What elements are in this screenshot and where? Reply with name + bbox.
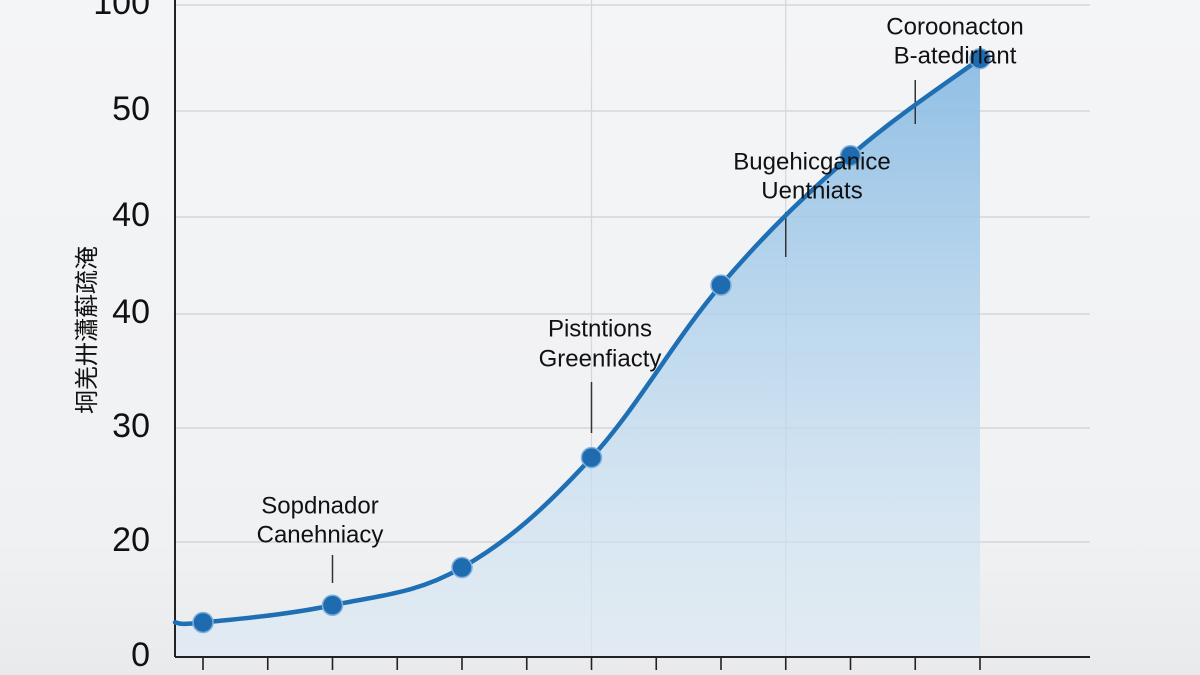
axes <box>174 0 1090 658</box>
area-fill <box>175 58 980 657</box>
y-tick-label: 0 <box>131 636 150 674</box>
data-point <box>451 556 473 579</box>
data-point <box>321 594 344 617</box>
y-tick-label: 50 <box>112 90 150 128</box>
annotation-line-2: Canehniacy <box>257 521 384 548</box>
gridlines <box>175 0 1090 657</box>
annotation-line-2: B-atedirlant <box>894 42 1017 69</box>
y-tick-label: 20 <box>112 521 150 559</box>
y-tick-label: 40 <box>112 293 150 331</box>
annotation-line-1: Pistntions <box>548 315 652 342</box>
data-point <box>580 446 603 469</box>
annotation-line-2: Uentniats <box>761 177 862 204</box>
y-tick-labels: 0 20 30 40 40 50 100 <box>93 0 150 674</box>
annotation-line-2: Greenfiacty <box>539 345 662 372</box>
annotation-line-1: Sopdnador <box>261 492 378 519</box>
annotation-line-1: Bugehicganice <box>733 148 890 175</box>
series-line <box>172 56 983 627</box>
annotation-leaders <box>331 80 916 583</box>
data-point <box>710 274 732 296</box>
annotation-line-1: Coroonacton <box>886 13 1023 40</box>
data-point <box>969 47 991 70</box>
y-tick-label: 100 <box>93 0 150 22</box>
x-ticks <box>202 657 981 670</box>
data-point <box>192 611 214 634</box>
y-tick-label: 30 <box>112 407 150 445</box>
data-point <box>839 144 862 167</box>
data-points <box>192 47 991 634</box>
y-axis-label: 坰羌卅瀟蔛疏淹 <box>73 246 101 414</box>
y-tick-label: 40 <box>112 196 150 234</box>
